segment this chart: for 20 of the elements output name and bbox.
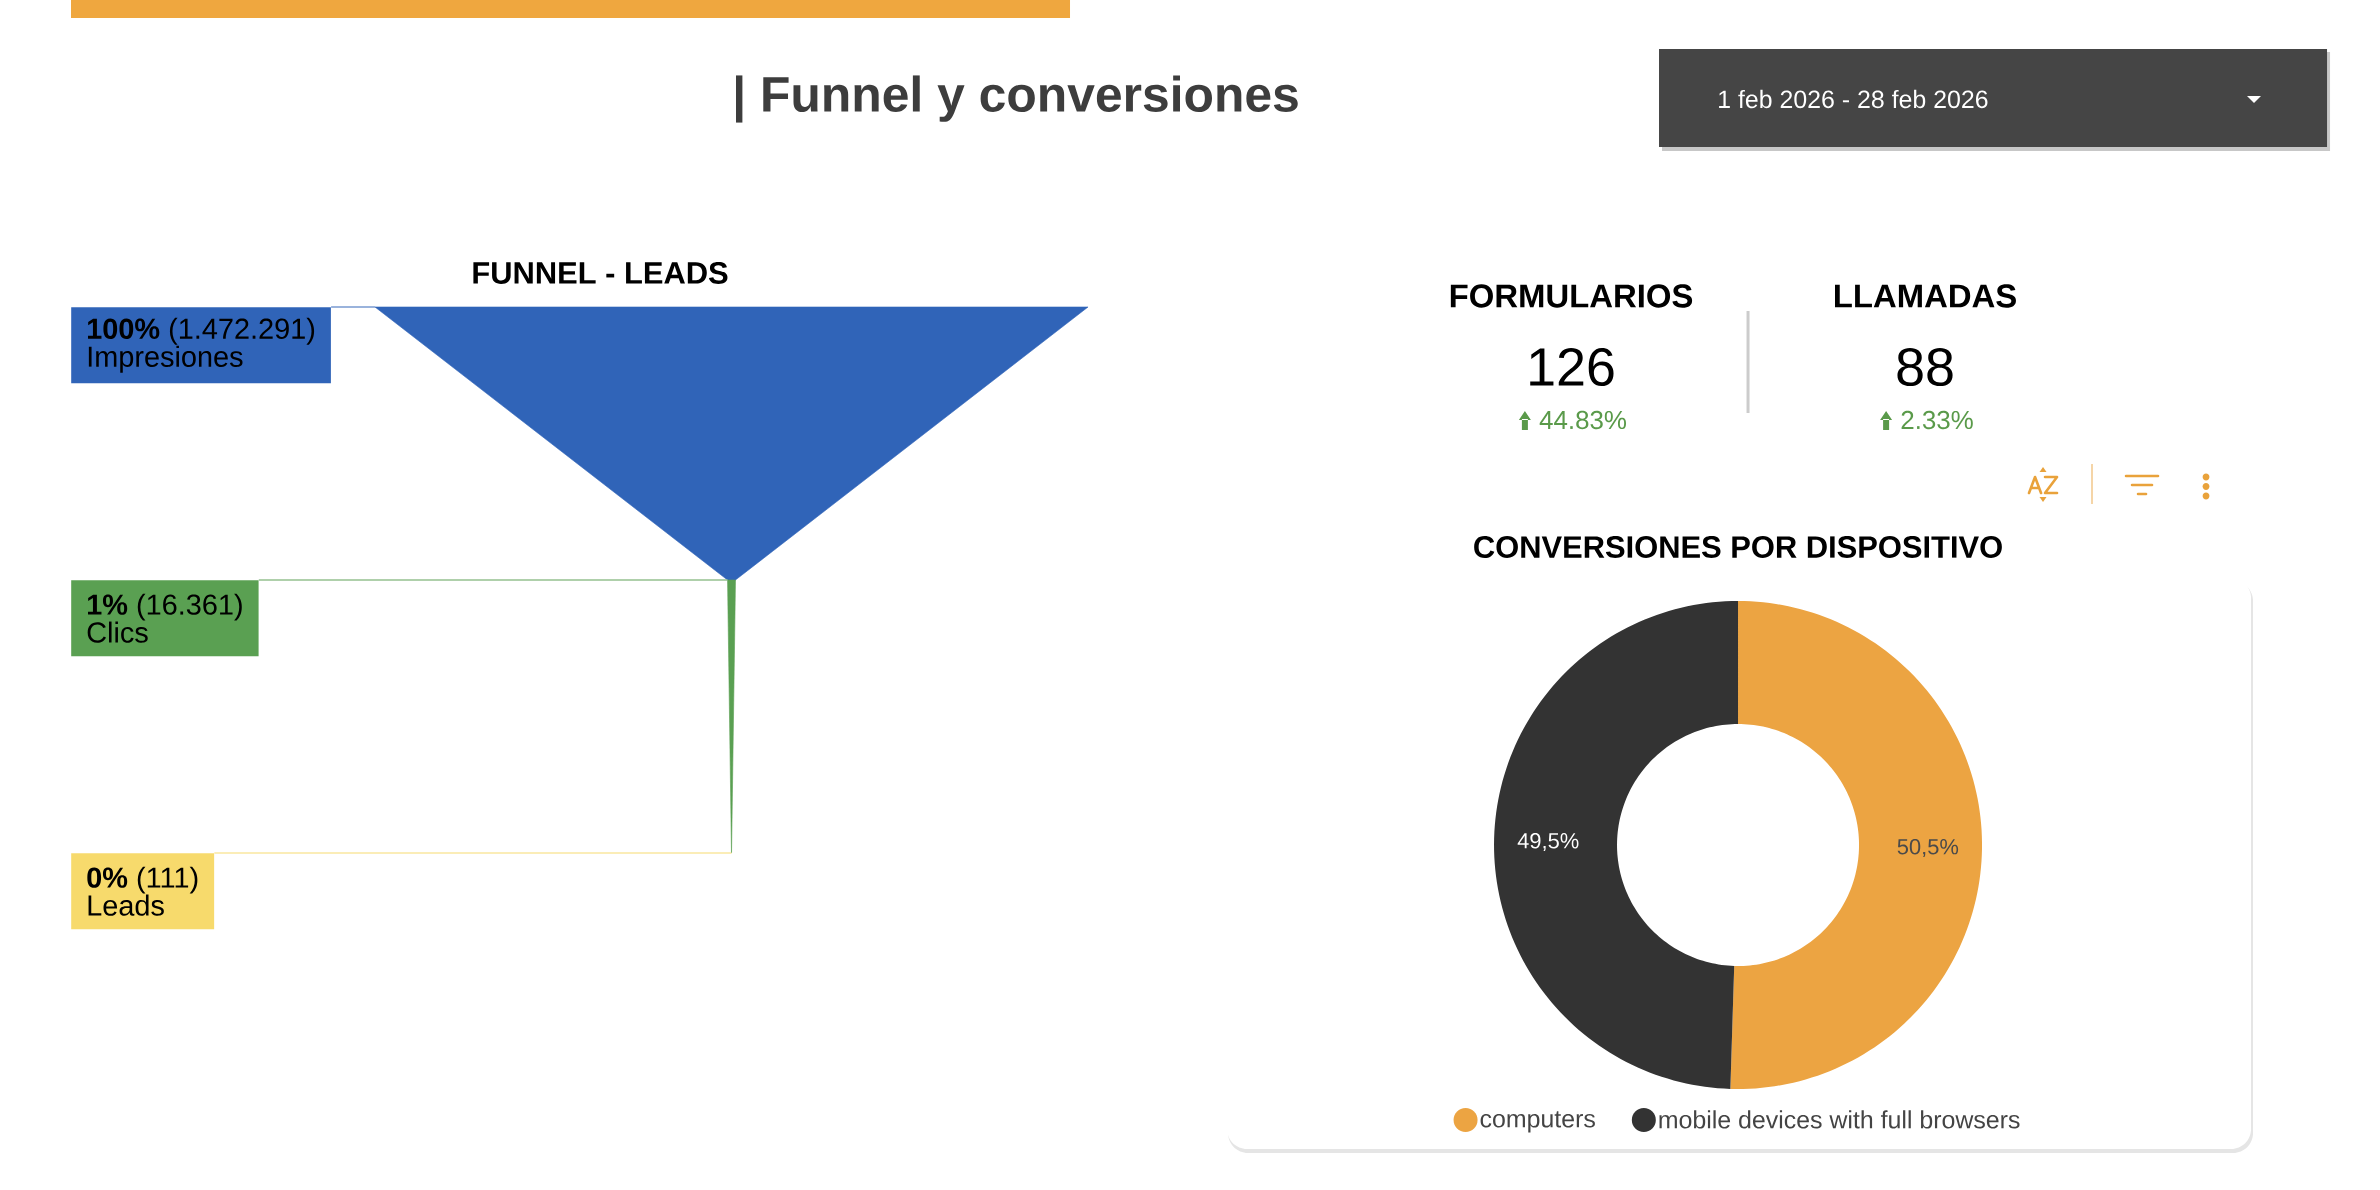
category-label: Clics [87, 621, 148, 643]
legend-label: computers [1480, 1111, 1595, 1133]
text: 1 feb 2026 - 28 feb 2026 [1719, 89, 1988, 109]
data-label: 88 [1897, 347, 1953, 387]
legend-label: mobile devices with full browsers [1659, 1110, 2020, 1129]
data-label: 0% (111) [87, 866, 198, 894]
data-label: 1% (16.361) [88, 593, 242, 621]
text: | Funnel y conversiones [736, 75, 1298, 123]
chart-title: CONVERSIONES POR DISPOSITIVO [1474, 536, 2002, 558]
text: 44.83% [1539, 410, 1627, 430]
category-label: LLAMADAS [1835, 284, 2016, 308]
data-label: 100% (1.472.291) [88, 317, 315, 345]
data-label: 126 [1530, 347, 1614, 387]
data-label: 50,5% [1897, 838, 1959, 858]
text: 2.33% [1901, 410, 1973, 430]
category-label: FORMULARIOS [1450, 284, 1693, 308]
category-label: Impresiones [88, 345, 243, 373]
category-label: Leads [88, 894, 164, 916]
data-label: 49,5% [1517, 832, 1579, 852]
text: FUNNEL - LEADS [473, 262, 728, 284]
